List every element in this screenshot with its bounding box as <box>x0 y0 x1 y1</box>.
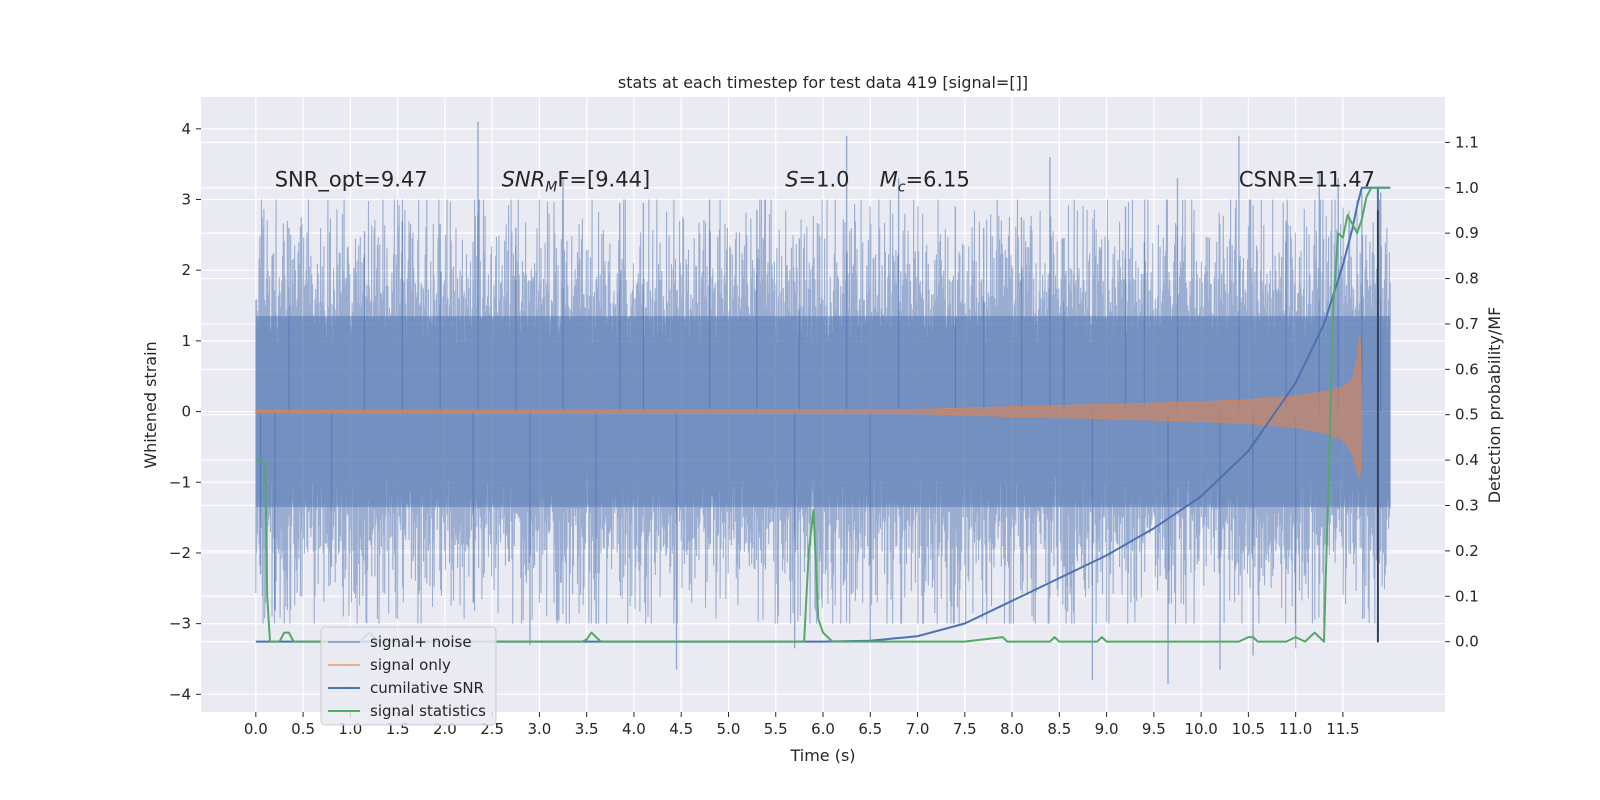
x-tick-label: 11.5 <box>1326 720 1359 738</box>
y2-tick-label: 0.9 <box>1455 224 1479 242</box>
x-tick-label: 4.0 <box>622 720 646 738</box>
y-axis-label: Whitened strain <box>141 341 160 468</box>
x-tick-label: 7.0 <box>906 720 930 738</box>
legend-box <box>320 626 497 726</box>
y-tick-label: 0 <box>181 403 191 421</box>
legend-label: signal statistics <box>370 702 486 720</box>
annotation-snr-mf: SNRMF=[9.44] <box>502 168 651 196</box>
annotation-italic: M <box>880 168 898 192</box>
x-tick-label: 10.0 <box>1184 720 1217 738</box>
legend: signal+ noise signal only cumilative SNR si… <box>320 626 497 726</box>
x-tick-label: 6.5 <box>858 720 882 738</box>
y2-tick-label: 0.0 <box>1455 633 1479 651</box>
y2-tick-label: 0.1 <box>1455 587 1479 605</box>
series-signal-statistics <box>255 186 1391 643</box>
series-signal-only <box>255 333 1391 479</box>
annotation-italic: S <box>785 168 798 192</box>
annotations: SNR_opt=9.47 SNRMF=[9.44] S=1.0 Mc=6.15 CSNR… <box>275 168 1375 196</box>
y-tick-label: 4 <box>181 120 191 138</box>
annotation-subscript: c <box>898 180 906 196</box>
x-axis-label: Time (s) <box>789 746 855 765</box>
y2-axis-label: Detection probability/MF <box>1485 307 1504 504</box>
series-layer <box>255 121 1391 684</box>
y2-tick-label: 0.2 <box>1455 542 1479 560</box>
legend-label: signal only <box>370 656 451 674</box>
y2-tick-label: 0.5 <box>1455 406 1479 424</box>
annotation-subscript: M <box>545 180 557 196</box>
x-tick-label: 9.0 <box>1095 720 1119 738</box>
annotation-text: =1.0 <box>799 168 850 192</box>
x-tick-label: 5.5 <box>764 720 788 738</box>
y-tick-label: −1 <box>169 473 191 491</box>
x-tick-label: 0.0 <box>244 720 268 738</box>
annotation-text: CSNR=11.47 <box>1239 168 1375 192</box>
x-tick-label: 8.0 <box>1000 720 1024 738</box>
signal-envelope <box>255 333 1363 479</box>
y2-tick-label: 1.0 <box>1455 179 1479 197</box>
annotation-italic: SNR <box>502 168 546 192</box>
y2-tick-label: 0.7 <box>1455 315 1479 333</box>
annotation-mc-value: Mc=6.15 <box>880 168 970 196</box>
annotation-snr-opt: SNR_opt=9.47 <box>275 168 428 193</box>
annotation-s-value: S=1.0 <box>785 168 849 192</box>
y-tick-label: 2 <box>181 261 191 279</box>
y-tick-label: −3 <box>169 615 191 633</box>
x-tick-label: 8.5 <box>1047 720 1071 738</box>
legend-label: signal+ noise <box>370 633 472 651</box>
y2-tick-label: 0.8 <box>1455 270 1479 288</box>
x-tick-label: 7.5 <box>953 720 977 738</box>
x-tick-label: 3.0 <box>527 720 551 738</box>
y-tick-label: 1 <box>181 332 191 350</box>
y-axis-ticks: −4 −3 −2 −1 0 1 2 3 4 <box>169 120 201 703</box>
y2-tick-label: 0.3 <box>1455 496 1479 514</box>
annotation-text: F=[9.44] <box>557 168 650 192</box>
x-tick-label: 5.0 <box>717 720 741 738</box>
annotation-text: SNR_opt=9.47 <box>275 168 428 193</box>
y-tick-label: 3 <box>181 191 191 209</box>
x-axis-ticks: 0.0 0.5 1.0 1.5 2.0 2.5 3.0 3.5 4.0 4.5 5.0 5.5 6.0 6… <box>244 712 1360 738</box>
series-line <box>255 186 1391 643</box>
chart-title: stats at each timestep for test data 419… <box>618 73 1028 92</box>
x-tick-label: 3.5 <box>575 720 599 738</box>
y-tick-label: −4 <box>169 685 191 703</box>
annotation-csnr: CSNR=11.47 <box>1239 168 1375 192</box>
y2-axis-ticks: 0.0 0.1 0.2 0.3 0.4 0.5 0.6 0.7 0.8 0.9 1.0 1.1 <box>1445 133 1479 651</box>
legend-label: cumilative SNR <box>370 679 484 697</box>
x-tick-label: 4.5 <box>669 720 693 738</box>
x-tick-label: 10.5 <box>1232 720 1265 738</box>
y2-tick-label: 0.4 <box>1455 451 1479 469</box>
x-tick-label: 0.5 <box>291 720 315 738</box>
y2-tick-label: 0.6 <box>1455 360 1479 378</box>
y2-tick-label: 1.1 <box>1455 133 1479 151</box>
x-tick-label: 6.0 <box>811 720 835 738</box>
annotation-text: =6.15 <box>906 168 970 192</box>
y-tick-label: −2 <box>169 544 191 562</box>
x-tick-label: 11.0 <box>1279 720 1312 738</box>
x-tick-label: 9.5 <box>1142 720 1166 738</box>
